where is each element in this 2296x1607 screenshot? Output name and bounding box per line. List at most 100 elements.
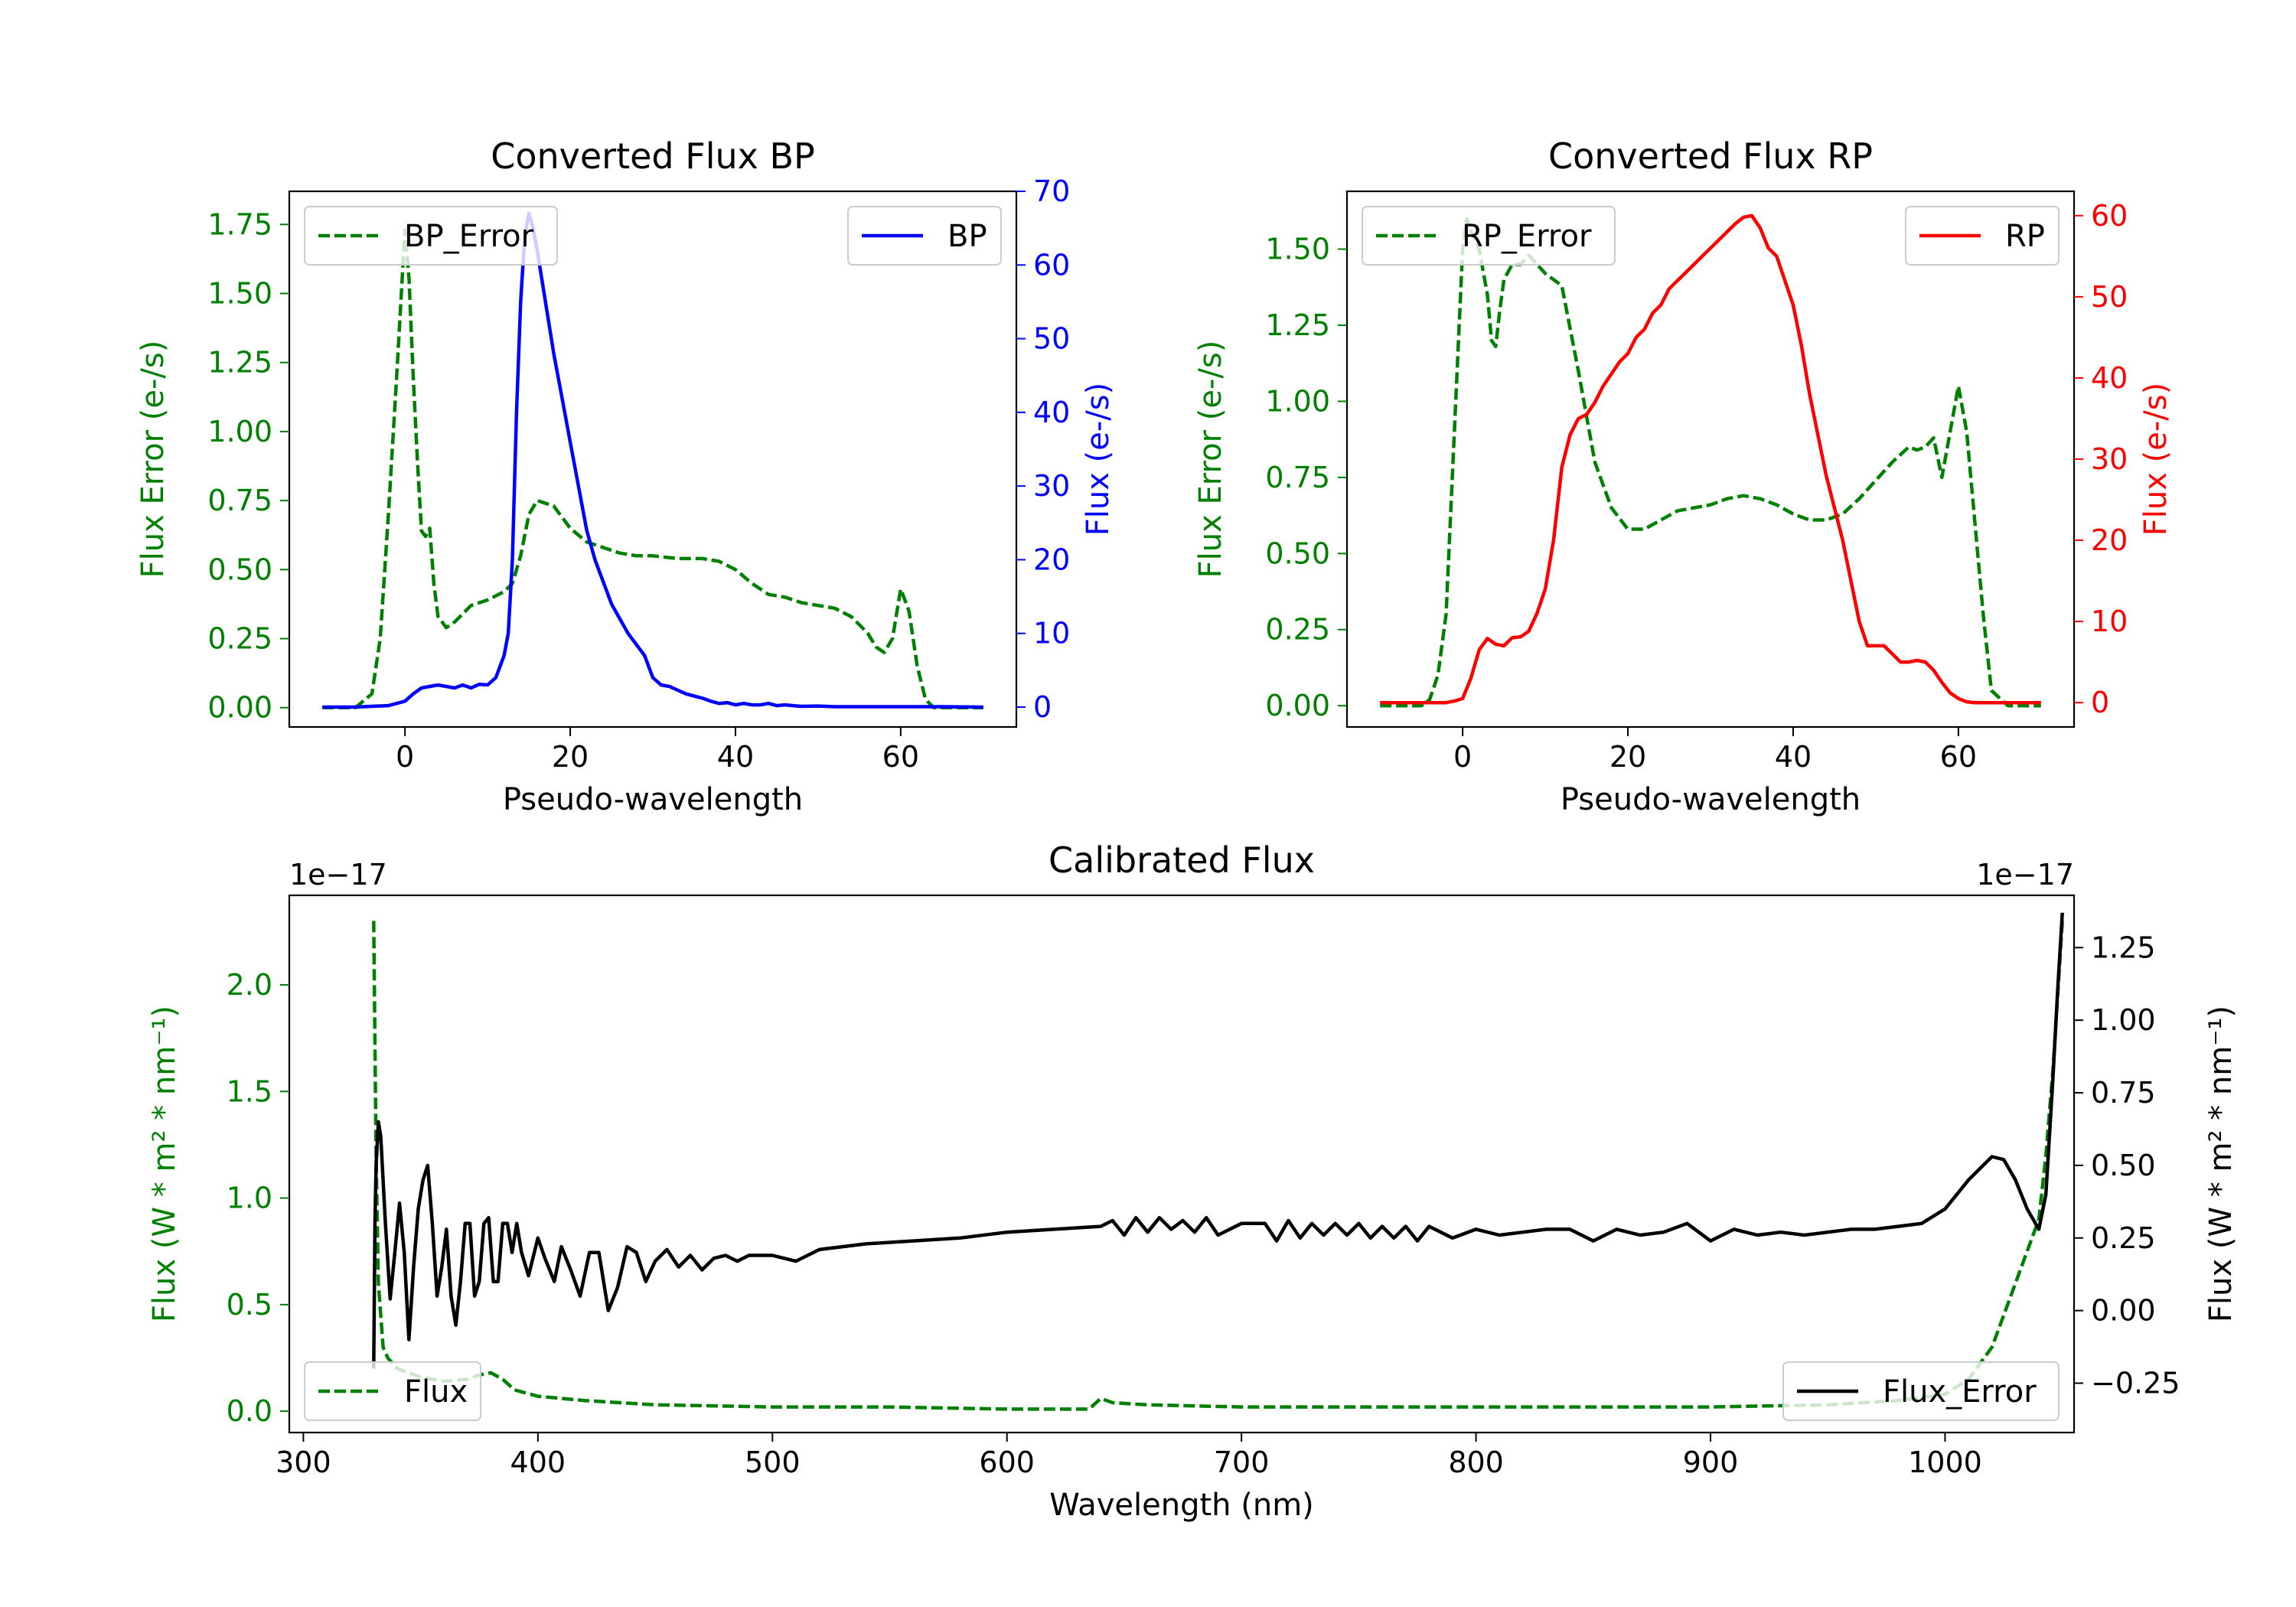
- right-tick-label: 0.75: [2091, 1076, 2156, 1110]
- legend-label: BP_Error: [404, 219, 534, 254]
- x-tick-label: 40: [717, 740, 754, 774]
- legend-label: Flux_Error: [1883, 1374, 2037, 1410]
- legend-box: [847, 206, 1002, 266]
- right-tick-label: 40: [2091, 361, 2128, 395]
- right-tick-label: 50: [2091, 280, 2128, 314]
- x-tick-label: 1000: [1908, 1446, 1982, 1479]
- left-tick-label: 2.0: [227, 968, 272, 1002]
- x-tick-label: 700: [1214, 1446, 1270, 1479]
- legend-flux-error: Flux: [304, 1361, 481, 1421]
- right-tick-label: 0.00: [2091, 1294, 2156, 1328]
- x-tick-label: 900: [1683, 1446, 1739, 1479]
- right-tick-label: 0: [2091, 686, 2109, 719]
- right-axis-label: Flux (W * m² * nm⁻¹): [2203, 1006, 2239, 1322]
- legend-bp-error: BP_Error: [304, 206, 558, 266]
- chart-title: Converted Flux RP: [1548, 135, 1873, 177]
- x-axis-label: Pseudo-wavelength: [1561, 782, 1861, 817]
- right-tick-label: 20: [2091, 523, 2128, 557]
- legend-label: RP_Error: [1462, 219, 1592, 254]
- right-tick-label: 0: [1033, 690, 1052, 724]
- right-axis-label: Flux (e-/s): [2138, 383, 2174, 536]
- left-tick-label: 0.25: [1265, 613, 1330, 647]
- chart-rp: 0 20 40 60 Pseudo-wavelength 0.00 0.25 0.50 0.75…: [1193, 135, 2174, 817]
- legend-box: [304, 206, 558, 266]
- chart-title: Calibrated Flux: [1049, 839, 1315, 881]
- x-axis-label: Wavelength (nm): [1049, 1488, 1314, 1523]
- chart-calibrated: 300 400 500 600 700 800 900 1000 Wavelength (nm)…: [147, 839, 2239, 1523]
- right-tick-label: 60: [2091, 199, 2128, 233]
- chart-bp: 0 20 40 60 Pseudo-wavelength 0.00 0.25 0.50 0.75…: [135, 135, 1116, 817]
- right-tick-label: 30: [1033, 469, 1070, 503]
- left-tick-label: 1.0: [227, 1182, 272, 1215]
- series-line-flux: [372, 912, 2064, 1369]
- series-line-bp-error: [322, 228, 983, 709]
- right-tick-label: 30: [2091, 442, 2128, 476]
- legend-box: [1362, 206, 1616, 266]
- x-tick-label: 800: [1448, 1446, 1504, 1479]
- left-tick-label: 1.50: [207, 277, 272, 311]
- legend-rp-error: RP_Error: [1362, 206, 1616, 266]
- left-tick-label: 0.75: [207, 484, 272, 517]
- legend-rp: RP: [1905, 206, 2060, 266]
- x-tick-label: 300: [276, 1446, 331, 1479]
- x-tick-label: 500: [745, 1446, 801, 1479]
- right-offset-label: 1e−17: [1976, 858, 2074, 892]
- left-tick-label: 0.00: [207, 691, 272, 725]
- right-tick-label: −0.25: [2091, 1366, 2180, 1400]
- left-tick-label: 1.25: [1265, 308, 1330, 342]
- right-tick-label: 0.50: [2091, 1149, 2156, 1182]
- right-tick-label: 10: [2091, 605, 2128, 638]
- left-axis-label: Flux Error (e-/s): [1193, 341, 1228, 579]
- left-tick-label: 1.00: [1265, 384, 1330, 418]
- right-tick-label: 1.25: [2091, 931, 2156, 964]
- legend-box: [304, 1361, 481, 1421]
- right-tick-label: 70: [1033, 174, 1070, 208]
- legend-label: Flux: [404, 1374, 468, 1410]
- left-offset-label: 1e−17: [289, 858, 387, 892]
- series-line-rp: [1380, 214, 2041, 705]
- right-tick-label: 40: [1033, 396, 1070, 429]
- x-tick-label: 20: [1609, 740, 1646, 774]
- x-tick-label: 60: [1940, 740, 1977, 774]
- legend-box: [1782, 1361, 2060, 1421]
- left-tick-label: 0.0: [227, 1394, 272, 1428]
- x-tick-label: 60: [882, 740, 919, 774]
- x-axis-label: Pseudo-wavelength: [503, 782, 803, 817]
- left-tick-label: 1.00: [207, 415, 272, 448]
- left-tick-label: 1.50: [1265, 233, 1330, 266]
- x-tick-label: 600: [979, 1446, 1035, 1479]
- x-tick-label: 40: [1775, 740, 1812, 774]
- x-tick-label: 400: [510, 1446, 566, 1479]
- plot-frame: [288, 190, 1018, 729]
- series-line-bp: [322, 211, 983, 709]
- legend-flux: Flux_Error: [1782, 1361, 2060, 1421]
- right-tick-label: 1.00: [2091, 1003, 2156, 1037]
- left-tick-label: 0.75: [1265, 461, 1330, 494]
- x-tick-label: 0: [1453, 740, 1472, 774]
- left-tick-label: 0.50: [207, 553, 272, 586]
- right-tick-label: 20: [1033, 543, 1070, 576]
- left-tick-label: 0.5: [227, 1288, 272, 1322]
- right-tick-label: 60: [1033, 248, 1070, 282]
- left-tick-label: 1.25: [207, 346, 272, 380]
- left-tick-label: 0.50: [1265, 536, 1330, 570]
- legend-bp: BP: [847, 206, 1002, 266]
- legend-label: BP: [947, 219, 987, 254]
- x-tick-label: 0: [396, 740, 414, 774]
- left-tick-label: 1.75: [207, 207, 272, 241]
- right-tick-label: 0.25: [2091, 1221, 2156, 1255]
- right-axis-label: Flux (e-/s): [1081, 383, 1116, 536]
- right-tick-label: 50: [1033, 322, 1070, 356]
- left-axis-label: Flux (W * m² * nm⁻¹): [147, 1006, 182, 1322]
- chart-title: Converted Flux BP: [491, 135, 815, 177]
- legend-label: RP: [2005, 219, 2045, 254]
- left-tick-label: 1.5: [227, 1074, 272, 1108]
- left-axis-label: Flux Error (e-/s): [135, 341, 171, 579]
- left-tick-label: 0.25: [207, 622, 272, 656]
- right-tick-label: 10: [1033, 617, 1070, 650]
- x-tick-label: 20: [552, 740, 589, 774]
- plot-frame: [288, 894, 2076, 1434]
- left-tick-label: 0.00: [1265, 689, 1330, 722]
- legend-box: [1905, 206, 2060, 266]
